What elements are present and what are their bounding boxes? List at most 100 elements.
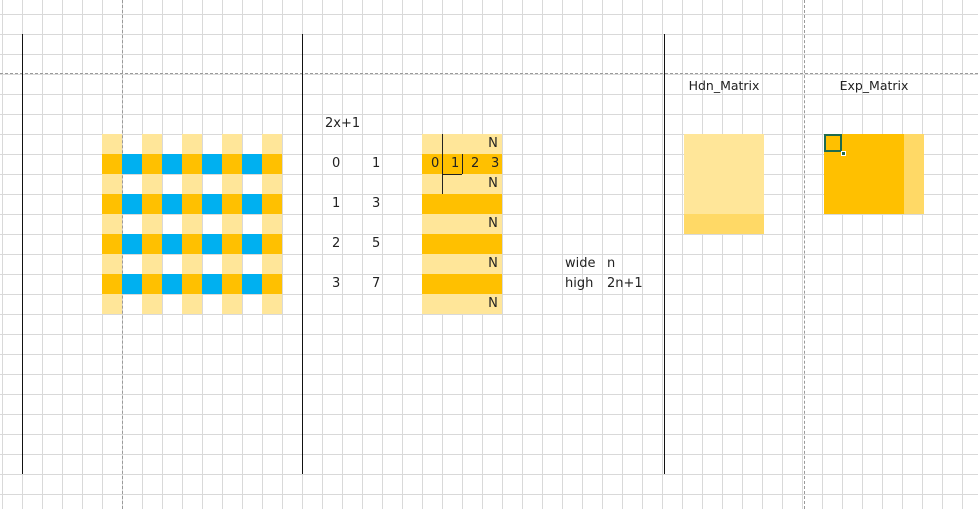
vertical-dashed-divider bbox=[804, 0, 805, 509]
pattern-cell bbox=[242, 194, 262, 214]
pattern-cell bbox=[142, 234, 162, 254]
pattern-cell bbox=[102, 274, 122, 294]
exp-matrix-block bbox=[824, 134, 904, 214]
band-dark bbox=[422, 234, 502, 254]
pattern-cell bbox=[182, 154, 202, 174]
pattern-cell bbox=[222, 294, 242, 314]
index-label: 2 bbox=[471, 156, 480, 171]
band-light bbox=[422, 254, 502, 274]
pattern-cell bbox=[222, 214, 242, 234]
pattern-cell bbox=[222, 274, 242, 294]
pattern-cell bbox=[102, 234, 122, 254]
pattern-cell bbox=[102, 294, 122, 314]
pattern-cell bbox=[102, 174, 122, 194]
pattern-cell bbox=[202, 234, 222, 254]
mapping-x: 1 bbox=[332, 196, 341, 211]
pattern-cell bbox=[242, 154, 262, 174]
pattern-cell bbox=[142, 174, 162, 194]
index-border-bottom bbox=[442, 174, 462, 175]
pattern-cell bbox=[142, 254, 162, 274]
pattern-cell bbox=[222, 154, 242, 174]
index-label: 1 bbox=[451, 156, 460, 171]
pattern-cell bbox=[102, 134, 122, 154]
pattern-cell bbox=[142, 134, 162, 154]
pattern-cell bbox=[162, 194, 182, 214]
mapping-x: 3 bbox=[332, 276, 341, 291]
pattern-cell bbox=[262, 294, 282, 314]
mapping-y: 3 bbox=[372, 196, 381, 211]
fill-handle[interactable] bbox=[841, 151, 846, 156]
pattern-cell bbox=[222, 234, 242, 254]
pattern-cell bbox=[162, 274, 182, 294]
pattern-cell bbox=[102, 214, 122, 234]
pattern-cell bbox=[162, 234, 182, 254]
band-dark bbox=[422, 274, 502, 294]
formula-label: 2x+1 bbox=[325, 116, 361, 131]
pattern-cell bbox=[202, 194, 222, 214]
pattern-cell bbox=[182, 194, 202, 214]
pattern-cell bbox=[182, 254, 202, 274]
hdn-matrix-extra-row bbox=[684, 214, 764, 234]
pattern-cell bbox=[222, 254, 242, 274]
pattern-cell bbox=[102, 194, 122, 214]
band-dark bbox=[422, 194, 502, 214]
exp-matrix-header: Exp_Matrix bbox=[839, 78, 909, 93]
mapping-x: 0 bbox=[332, 156, 341, 171]
pattern-cell bbox=[182, 214, 202, 234]
mapping-y: 1 bbox=[372, 156, 381, 171]
pattern-cell bbox=[202, 274, 222, 294]
band-light bbox=[422, 294, 502, 314]
section-border bbox=[22, 34, 23, 474]
param-key: high bbox=[565, 276, 594, 291]
exp-matrix-extra-col bbox=[904, 134, 924, 214]
pattern-cell bbox=[182, 174, 202, 194]
selected-cell[interactable] bbox=[824, 134, 842, 152]
pattern-cell bbox=[142, 154, 162, 174]
pattern-cell bbox=[262, 154, 282, 174]
hdn-matrix-block bbox=[684, 134, 764, 214]
index-label: 0 bbox=[431, 156, 440, 171]
horizontal-dashed-divider bbox=[0, 73, 978, 74]
index-label: 3 bbox=[491, 156, 500, 171]
pattern-cell bbox=[182, 274, 202, 294]
n-marker: N bbox=[488, 176, 498, 191]
pattern-cell bbox=[222, 134, 242, 154]
pattern-cell bbox=[182, 294, 202, 314]
pattern-cell bbox=[262, 134, 282, 154]
pattern-cell bbox=[222, 174, 242, 194]
hdn-matrix-header: Hdn_Matrix bbox=[688, 78, 760, 93]
pattern-cell bbox=[202, 154, 222, 174]
pattern-cell bbox=[122, 194, 142, 214]
pattern-cell bbox=[142, 214, 162, 234]
pattern-cell bbox=[142, 194, 162, 214]
pattern-cell bbox=[162, 154, 182, 174]
pattern-cell bbox=[182, 234, 202, 254]
vertical-dashed-divider bbox=[122, 0, 123, 509]
mapping-y: 5 bbox=[372, 236, 381, 251]
param-key: wide bbox=[565, 256, 596, 271]
pattern-cell bbox=[222, 194, 242, 214]
pattern-cell bbox=[262, 174, 282, 194]
index-border-left bbox=[442, 134, 443, 194]
pattern-cell bbox=[122, 234, 142, 254]
n-marker: N bbox=[488, 136, 498, 151]
n-marker: N bbox=[488, 216, 498, 231]
mapping-y: 7 bbox=[372, 276, 381, 291]
param-value: n bbox=[607, 256, 616, 271]
mapping-x: 2 bbox=[332, 236, 341, 251]
section-border bbox=[664, 34, 665, 474]
pattern-cell bbox=[262, 194, 282, 214]
band-light bbox=[422, 214, 502, 234]
pattern-cell bbox=[122, 274, 142, 294]
pattern-cell bbox=[102, 154, 122, 174]
param-value: 2n+1 bbox=[607, 276, 643, 291]
n-marker: N bbox=[488, 296, 498, 311]
pattern-cell bbox=[262, 234, 282, 254]
pattern-cell bbox=[242, 274, 262, 294]
pattern-cell bbox=[122, 154, 142, 174]
pattern-cell bbox=[182, 134, 202, 154]
section-border bbox=[302, 34, 303, 474]
pattern-cell bbox=[262, 254, 282, 274]
n-marker: N bbox=[488, 256, 498, 271]
index-border-right bbox=[462, 154, 463, 174]
